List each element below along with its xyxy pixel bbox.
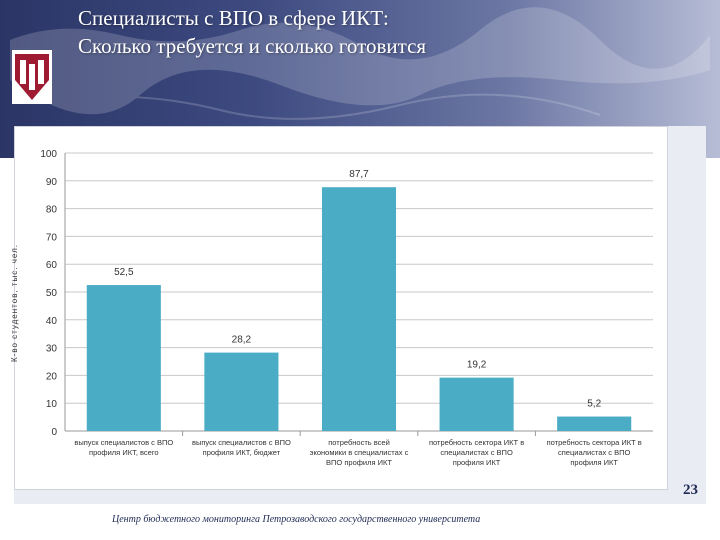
bar <box>321 187 397 431</box>
y-tick-label: 90 <box>46 177 58 188</box>
bar <box>204 352 279 431</box>
footer-area <box>0 508 720 540</box>
title-line-2: Сколько требуется и сколько готовится <box>78 34 427 58</box>
y-tick-label: 70 <box>46 232 58 243</box>
x-tick-label: выпуск специалистов с ВПО профиля ИКТ, вс… <box>74 438 173 457</box>
bar <box>439 377 514 431</box>
y-tick-label: 20 <box>46 371 58 382</box>
x-tick-label: потребность сектора ИКТ в специалистах с … <box>429 438 524 467</box>
slide-title: Специалисты с ВПО в сфере ИКТ: Сколько т… <box>78 4 698 60</box>
bar-chart: 0 10 20 30 40 50 60 70 80 90 100 52,5 выпуск специал… <box>40 149 653 467</box>
x-tick-label: выпуск специалистов с ВПО профиля ИКТ, бю… <box>192 438 291 457</box>
page-number: 23 <box>683 482 698 498</box>
bar <box>557 416 632 431</box>
y-tick-label: 80 <box>46 205 58 216</box>
x-tick-label: потребность всей экономики в специалистах… <box>310 438 409 467</box>
x-tick-label: потребность сектора ИКТ в специалистах с … <box>547 438 642 467</box>
y-tick-label: 100 <box>40 149 57 160</box>
y-tick-label: 60 <box>46 260 58 271</box>
title-line-1: Специалисты с ВПО в сфере ИКТ: <box>78 6 389 30</box>
chart-container: 0 10 20 30 40 50 60 70 80 90 100 52,5 выпуск специал… <box>14 126 668 490</box>
data-label: 52,5 <box>114 267 134 278</box>
university-logo <box>12 50 52 104</box>
y-tick-label: 10 <box>46 399 58 410</box>
footer-text: Центр бюджетного мониторинга Петрозаводс… <box>112 514 481 525</box>
map-watermark <box>10 7 710 120</box>
y-axis-label: К-во студентов, тыс. чел. <box>10 244 19 362</box>
y-tick-label: 40 <box>46 316 58 327</box>
data-label: 87,7 <box>349 169 369 180</box>
y-tick-label: 30 <box>46 344 58 355</box>
bar <box>86 285 161 431</box>
data-label: 28,2 <box>232 335 252 346</box>
y-tick-label: 50 <box>46 288 58 299</box>
data-label: 5,2 <box>587 399 601 410</box>
data-label: 19,2 <box>467 360 487 371</box>
y-tick-label: 0 <box>51 427 57 438</box>
